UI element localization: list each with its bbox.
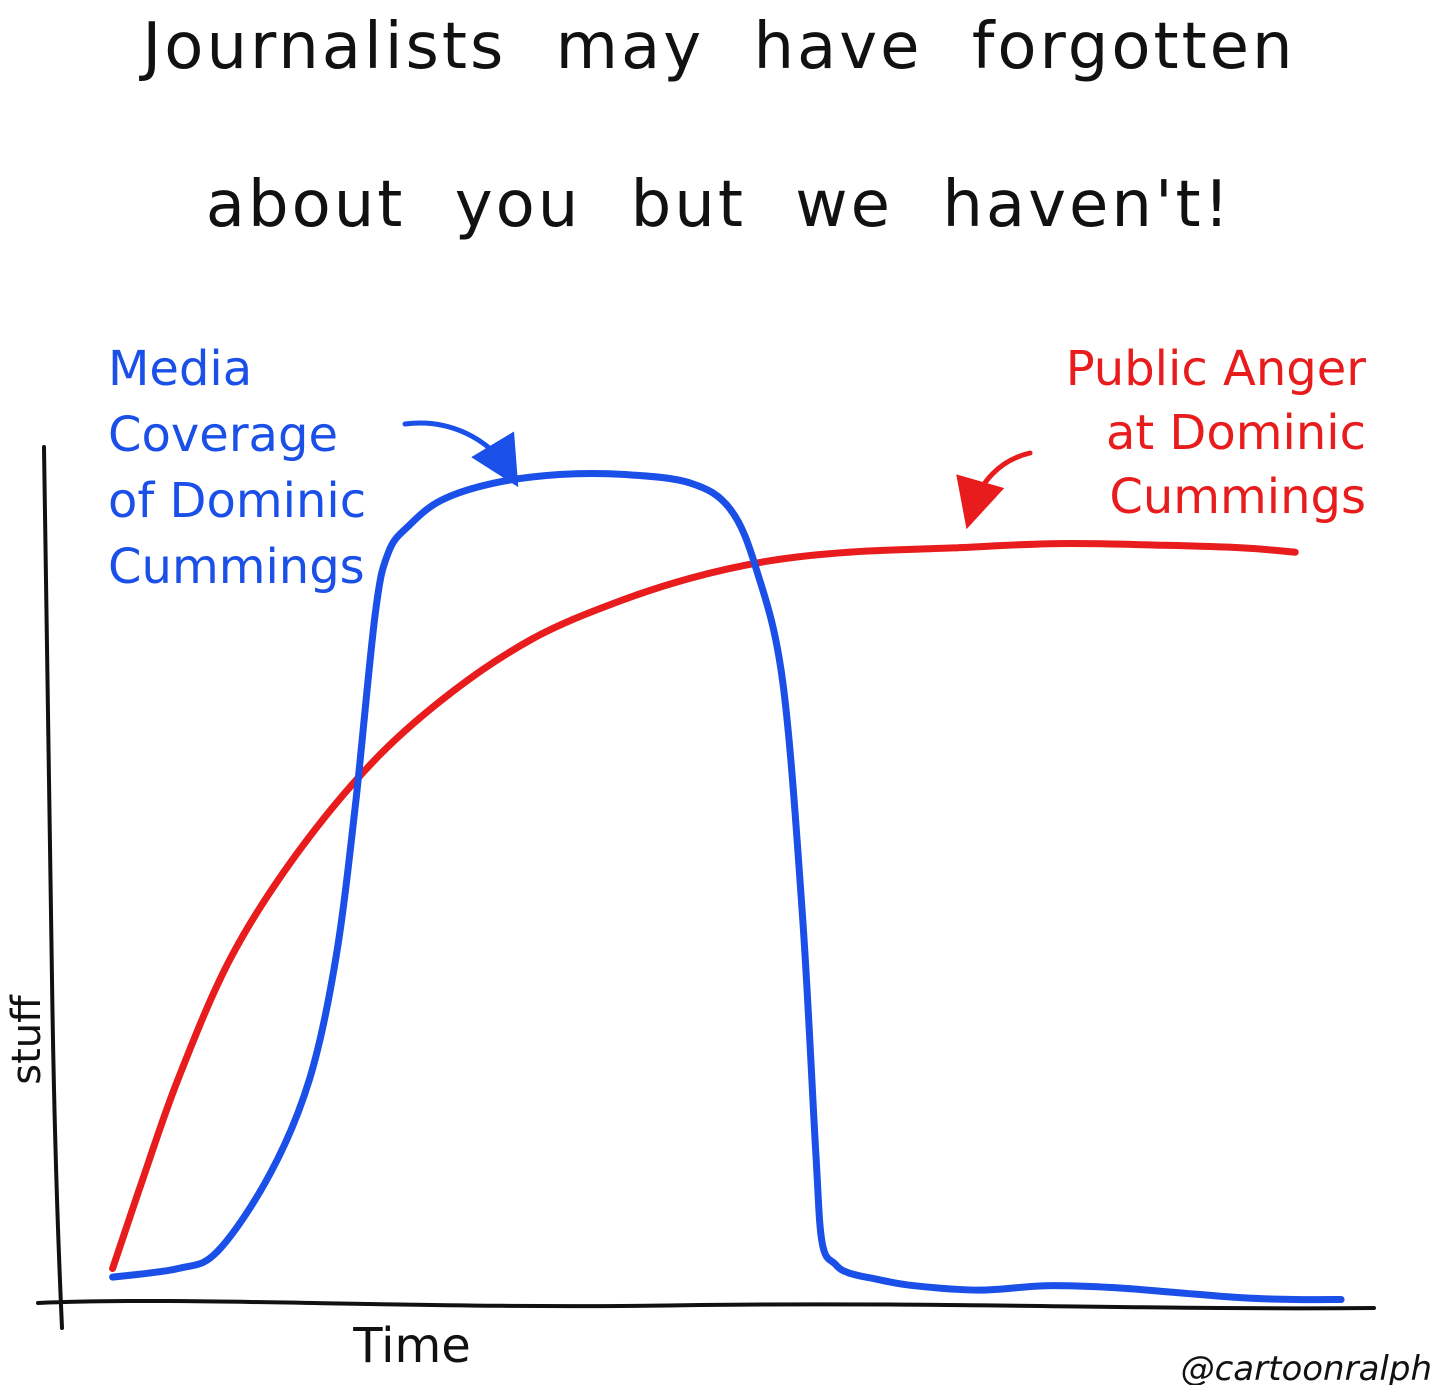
credit-text: @cartoonralph: [1181, 1349, 1432, 1385]
y-axis-line: [42, 445, 64, 1330]
public-anger-line: [109, 540, 1299, 1272]
media-label-line-4: Cummings: [108, 539, 365, 595]
anger-label-arrow: [956, 450, 1033, 530]
public-anger-label: Public Anger at Dominic Cummings: [1066, 341, 1367, 525]
anger-label-line-1: Public Anger: [1066, 341, 1367, 397]
media-label-line-3: of Dominic: [108, 473, 366, 529]
x-axis-label: Time: [352, 1318, 470, 1374]
anger-label-line-3: Cummings: [1109, 469, 1366, 525]
media-label-line-2: Coverage: [108, 407, 338, 463]
media-coverage-label: Media Coverage of Dominic Cummings: [108, 341, 366, 595]
y-axis-label: stuff: [4, 994, 50, 1085]
title-line-2: about you but we haven't!: [205, 168, 1233, 242]
x-axis-line: [36, 1299, 1376, 1311]
series-group: [109, 469, 1345, 1304]
media-coverage-line: [109, 469, 1345, 1304]
media-label-line-1: Media: [108, 341, 252, 397]
media-label-arrow: [402, 420, 519, 488]
anger-label-line-2: at Dominic: [1106, 405, 1366, 461]
title-line-1: Journalists may have forgotten: [142, 10, 1296, 84]
